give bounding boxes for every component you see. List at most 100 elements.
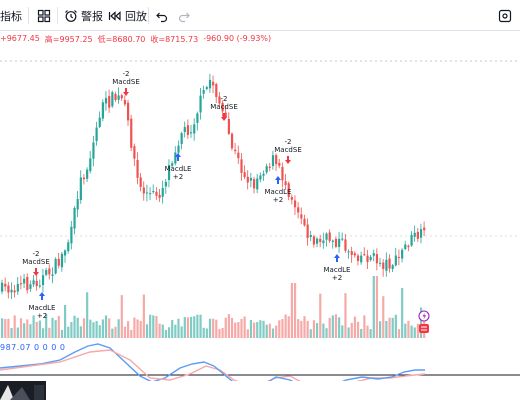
candle	[275, 153, 278, 172]
volume-bar	[89, 319, 92, 338]
grid-icon	[37, 9, 51, 23]
candle	[300, 207, 303, 225]
candlesticks	[1, 73, 426, 300]
volume-bar	[95, 321, 98, 338]
candle	[64, 249, 67, 263]
candle	[57, 253, 60, 269]
volume-bar	[145, 324, 149, 338]
candle	[142, 181, 145, 201]
settings-square-icon	[498, 9, 512, 23]
redo-icon	[177, 9, 191, 23]
indicators-button[interactable]: 指标	[0, 0, 22, 31]
volume-bar	[54, 320, 57, 338]
calendar-icon	[421, 326, 427, 331]
volume-bar	[41, 328, 45, 338]
macd-signal-line	[0, 349, 426, 381]
arrow-up-icon	[334, 254, 340, 262]
candle	[230, 132, 234, 151]
volume-bar	[29, 324, 32, 338]
candle	[290, 194, 293, 205]
candle	[89, 151, 92, 174]
volume-bar	[353, 316, 356, 338]
volume-bar	[306, 320, 309, 338]
layout-button[interactable]	[37, 0, 51, 31]
volume-bar	[177, 318, 180, 338]
undo-icon	[155, 9, 169, 23]
volume-bar	[388, 317, 391, 338]
candle	[120, 93, 123, 101]
candle	[104, 91, 108, 111]
candle	[344, 233, 347, 253]
replay-icon	[108, 9, 122, 23]
chat-avatar-thumbnail[interactable]	[0, 381, 46, 400]
candle	[265, 163, 268, 175]
candle	[363, 247, 366, 257]
events-badge[interactable]	[419, 324, 429, 333]
volume-bar	[262, 320, 265, 338]
candle	[341, 232, 344, 241]
redo-button[interactable]	[177, 0, 191, 31]
candle	[23, 273, 26, 289]
candle	[388, 254, 391, 273]
volume-bar	[48, 327, 51, 338]
alert-button[interactable]: 警报	[64, 0, 103, 31]
signal-type-label: MacdLE	[324, 266, 351, 274]
signal-qty-label: -2	[33, 250, 40, 258]
candle	[281, 162, 284, 188]
candle	[322, 232, 325, 249]
candle	[130, 114, 133, 152]
signal-qty-label: -2	[285, 138, 292, 146]
volume-bar	[92, 322, 95, 338]
candle	[234, 143, 237, 155]
signal-macdle-1[interactable]: MacdLE+2	[29, 292, 56, 320]
signal-macdle-4[interactable]: MacdLE+2	[324, 254, 351, 282]
ohlc-legend: +9677.45 高=9957.25 低=8680.70 收=8715.73 -…	[0, 34, 271, 48]
signal-qty-label: -2	[123, 70, 130, 78]
candle	[224, 105, 227, 119]
candle	[98, 111, 101, 129]
volume-bar	[202, 327, 205, 338]
arrow-down-icon	[221, 113, 227, 121]
macd-line-segment	[0, 343, 215, 381]
arrow-up-icon	[175, 153, 181, 161]
signal-macdle-3[interactable]: MacdLE+2	[265, 176, 292, 204]
candle	[249, 172, 253, 188]
candle	[73, 206, 76, 235]
candle	[297, 202, 300, 219]
lightning-icon	[422, 312, 427, 320]
candle	[114, 91, 117, 102]
candle	[117, 87, 120, 104]
volume-bar	[284, 314, 287, 338]
volume-bar	[221, 327, 224, 338]
candle	[139, 172, 142, 192]
candle	[212, 75, 215, 94]
candle	[356, 253, 360, 266]
volume-bar	[215, 319, 218, 338]
volume-bar	[394, 314, 397, 338]
volume-bar	[108, 318, 111, 338]
volume-bar	[190, 316, 193, 338]
settings-button[interactable]	[498, 0, 512, 31]
volume-bar	[23, 323, 26, 338]
candle	[397, 249, 401, 266]
undo-button[interactable]	[155, 0, 169, 31]
volume-bar	[180, 326, 183, 338]
candle	[111, 90, 114, 108]
replay-button[interactable]: 回放	[108, 0, 147, 31]
candle	[82, 174, 86, 185]
lightning-badge[interactable]	[418, 310, 430, 322]
candle	[401, 248, 404, 263]
candle	[26, 273, 29, 294]
volume-bar	[234, 322, 237, 338]
candle	[379, 257, 382, 267]
candle	[278, 158, 281, 169]
volume-bar	[171, 319, 174, 338]
volume-bar	[73, 315, 76, 338]
signal-macdle-2[interactable]: MacdLE+2	[165, 153, 192, 181]
candle	[145, 184, 149, 202]
